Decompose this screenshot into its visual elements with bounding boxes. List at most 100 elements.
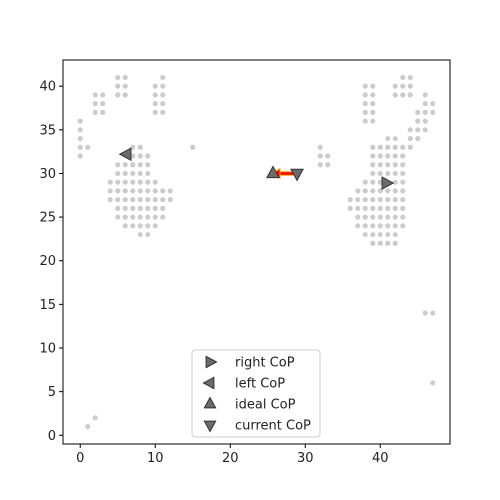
sensor-point <box>145 153 151 159</box>
sensor-point <box>370 162 376 168</box>
sensor-point <box>362 231 368 238</box>
sensor-point <box>137 144 143 150</box>
sensor-point <box>407 74 413 81</box>
sensor-point <box>385 144 391 150</box>
sensor-point <box>122 205 128 211</box>
sensor-point <box>160 205 166 211</box>
sensor-point <box>325 162 331 168</box>
sensor-point <box>122 170 128 177</box>
sensor-point <box>422 92 428 98</box>
sensor-point <box>145 162 151 168</box>
sensor-point <box>362 92 368 98</box>
sensor-point <box>145 188 151 194</box>
sensor-point <box>370 188 376 194</box>
sensor-point <box>77 118 83 124</box>
sensor-point <box>85 144 91 150</box>
sensor-point <box>115 197 121 203</box>
sensor-point <box>422 118 428 124</box>
sensor-point <box>392 83 398 89</box>
cop-markers <box>118 147 395 190</box>
x-tick-label: 20 <box>222 451 239 466</box>
sensor-point <box>77 144 83 150</box>
sensor-point <box>392 153 398 159</box>
sensor-point <box>115 179 121 185</box>
sensor-point <box>370 214 376 220</box>
sensor-point <box>385 170 391 177</box>
sensor-point <box>370 240 376 246</box>
sensor-point <box>377 153 383 159</box>
sensor-point <box>392 240 398 246</box>
sensor-point <box>152 83 158 89</box>
sensor-point <box>415 135 421 142</box>
legend-current-cop-symbol <box>203 420 217 433</box>
sensor-point <box>415 118 421 124</box>
sensor-point <box>152 179 158 185</box>
sensor-point <box>167 188 173 194</box>
sensor-point <box>392 144 398 150</box>
sensor-point <box>122 162 128 168</box>
sensor-point <box>167 197 173 203</box>
sensor-point <box>137 162 143 168</box>
y-tick-label: 10 <box>39 342 56 357</box>
sensor-point <box>407 144 413 150</box>
sensor-point <box>137 153 143 159</box>
sensor-point <box>115 214 121 220</box>
sensor-point <box>385 231 391 238</box>
sensor-point <box>130 197 136 203</box>
sensor-point <box>130 162 136 168</box>
sensor-point <box>130 188 136 194</box>
sensor-point <box>152 205 158 211</box>
sensor-point <box>362 109 368 115</box>
sensor-point <box>122 188 128 194</box>
y-tick-label: 0 <box>48 429 56 444</box>
sensor-point <box>400 179 406 185</box>
sensor-point <box>385 197 391 203</box>
sensor-point <box>400 144 406 150</box>
sensor-point <box>92 109 98 115</box>
sensor-point <box>325 153 331 159</box>
sensor-point <box>92 415 98 421</box>
sensor-point <box>407 127 413 133</box>
ideal-cop-marker <box>266 165 280 179</box>
x-tick-label: 10 <box>147 451 164 466</box>
sensor-point <box>137 188 143 194</box>
sensor-point <box>107 197 113 203</box>
sensor-point <box>430 101 436 107</box>
sensor-point <box>422 127 428 133</box>
sensor-point <box>392 214 398 220</box>
sensor-point <box>77 127 83 133</box>
sensor-point <box>392 162 398 168</box>
sensor-point <box>407 83 413 89</box>
sensor-point <box>355 205 361 211</box>
sensor-point <box>370 170 376 177</box>
sensor-point <box>370 205 376 211</box>
sensor-point <box>370 83 376 89</box>
sensor-point <box>122 223 128 229</box>
sensor-point <box>122 197 128 203</box>
y-tick-label: 25 <box>39 211 56 226</box>
sensor-point <box>347 205 353 211</box>
sensor-point <box>100 92 106 98</box>
sensor-point <box>130 179 136 185</box>
sensor-point <box>152 223 158 229</box>
sensor-point <box>400 170 406 177</box>
sensor-point <box>407 92 413 98</box>
y-tick-label: 40 <box>39 80 56 95</box>
y-tick-label: 35 <box>39 123 56 138</box>
sensor-point <box>400 205 406 211</box>
sensor-point <box>355 197 361 203</box>
sensor-point <box>377 170 383 177</box>
sensor-point <box>130 223 136 229</box>
sensor-point <box>392 170 398 177</box>
sensor-point <box>145 205 151 211</box>
sensor-point <box>377 197 383 203</box>
current-cop-marker <box>290 168 304 182</box>
sensor-point <box>370 153 376 159</box>
sensor-point <box>122 92 128 98</box>
legend-current-cop-label: current CoP <box>235 419 311 434</box>
sensor-point <box>385 223 391 229</box>
sensor-point <box>385 135 391 142</box>
sensor-point <box>92 101 98 107</box>
x-tick-label: 30 <box>297 451 314 466</box>
